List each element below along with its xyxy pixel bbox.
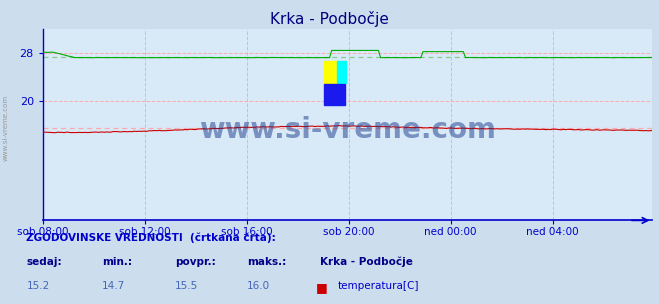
Text: temperatura[C]: temperatura[C] — [338, 281, 420, 291]
Text: min.:: min.: — [102, 257, 132, 267]
Text: Krka - Podbočje: Krka - Podbočje — [270, 11, 389, 27]
Text: 16.0: 16.0 — [247, 281, 270, 291]
Text: sedaj:: sedaj: — [26, 257, 62, 267]
Bar — [324, 85, 345, 105]
Bar — [337, 61, 347, 82]
Text: www.si-vreme.com: www.si-vreme.com — [2, 95, 9, 161]
Text: ■: ■ — [316, 281, 328, 294]
Bar — [324, 61, 337, 96]
Text: www.si-vreme.com: www.si-vreme.com — [199, 116, 496, 144]
Text: maks.:: maks.: — [247, 257, 287, 267]
Text: 15.2: 15.2 — [26, 281, 49, 291]
Text: 14.7: 14.7 — [102, 281, 125, 291]
Text: 15.5: 15.5 — [175, 281, 198, 291]
Text: Krka - Podbočje: Krka - Podbočje — [320, 257, 413, 268]
Text: povpr.:: povpr.: — [175, 257, 215, 267]
Text: ZGODOVINSKE VREDNOSTI  (črtkana črta):: ZGODOVINSKE VREDNOSTI (črtkana črta): — [26, 233, 276, 243]
